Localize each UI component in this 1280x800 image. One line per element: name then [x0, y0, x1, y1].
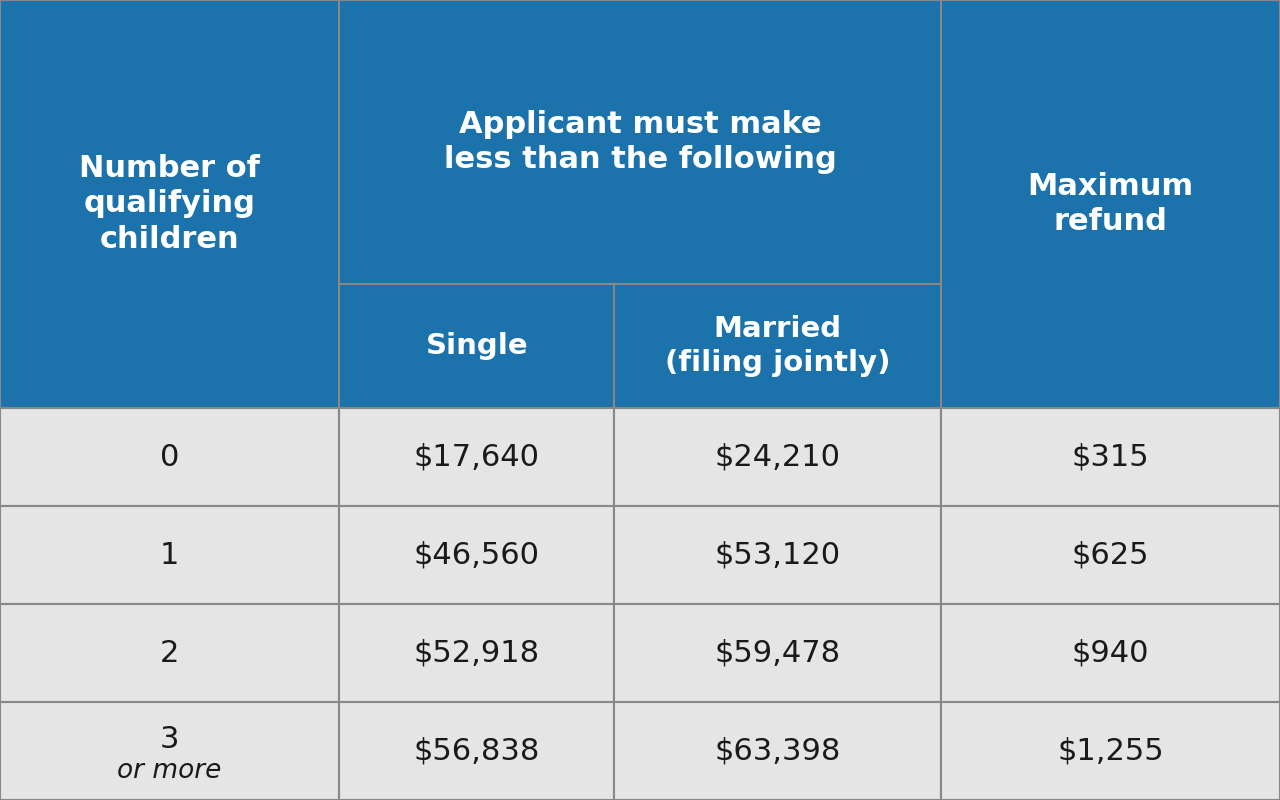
Text: $625: $625: [1071, 541, 1149, 570]
Bar: [614, 506, 941, 604]
Bar: [614, 284, 941, 408]
Bar: [339, 506, 614, 604]
Bar: [0, 408, 339, 506]
Bar: [0, 506, 339, 604]
Bar: [0, 702, 339, 800]
Bar: [339, 0, 941, 284]
Bar: [941, 604, 1280, 702]
Text: 2: 2: [160, 638, 179, 667]
Bar: [941, 408, 1280, 506]
Text: $63,398: $63,398: [714, 737, 841, 766]
Bar: [0, 604, 339, 702]
Bar: [339, 284, 614, 408]
Bar: [339, 408, 614, 506]
Bar: [614, 702, 941, 800]
Text: Applicant must make
less than the following: Applicant must make less than the follow…: [444, 110, 836, 174]
Bar: [941, 0, 1280, 408]
Bar: [339, 702, 614, 800]
Text: $56,838: $56,838: [413, 737, 540, 766]
Text: $59,478: $59,478: [714, 638, 841, 667]
Text: 1: 1: [160, 541, 179, 570]
Text: Single: Single: [425, 332, 529, 360]
Text: $52,918: $52,918: [413, 638, 540, 667]
Text: or more: or more: [118, 758, 221, 784]
Text: $24,210: $24,210: [714, 442, 841, 471]
Text: Married
(filing jointly): Married (filing jointly): [664, 314, 891, 378]
Bar: [941, 702, 1280, 800]
Text: $315: $315: [1071, 442, 1149, 471]
Text: $940: $940: [1071, 638, 1149, 667]
Bar: [941, 506, 1280, 604]
Text: $46,560: $46,560: [413, 541, 540, 570]
Bar: [339, 604, 614, 702]
Bar: [0, 0, 339, 408]
Bar: [614, 604, 941, 702]
Text: 0: 0: [160, 442, 179, 471]
Text: $53,120: $53,120: [714, 541, 841, 570]
Text: $1,255: $1,255: [1057, 737, 1164, 766]
Text: $17,640: $17,640: [413, 442, 540, 471]
Text: Maximum
refund: Maximum refund: [1028, 171, 1193, 237]
Text: Number of
qualifying
children: Number of qualifying children: [79, 154, 260, 254]
Bar: [614, 408, 941, 506]
Text: 3: 3: [160, 725, 179, 754]
